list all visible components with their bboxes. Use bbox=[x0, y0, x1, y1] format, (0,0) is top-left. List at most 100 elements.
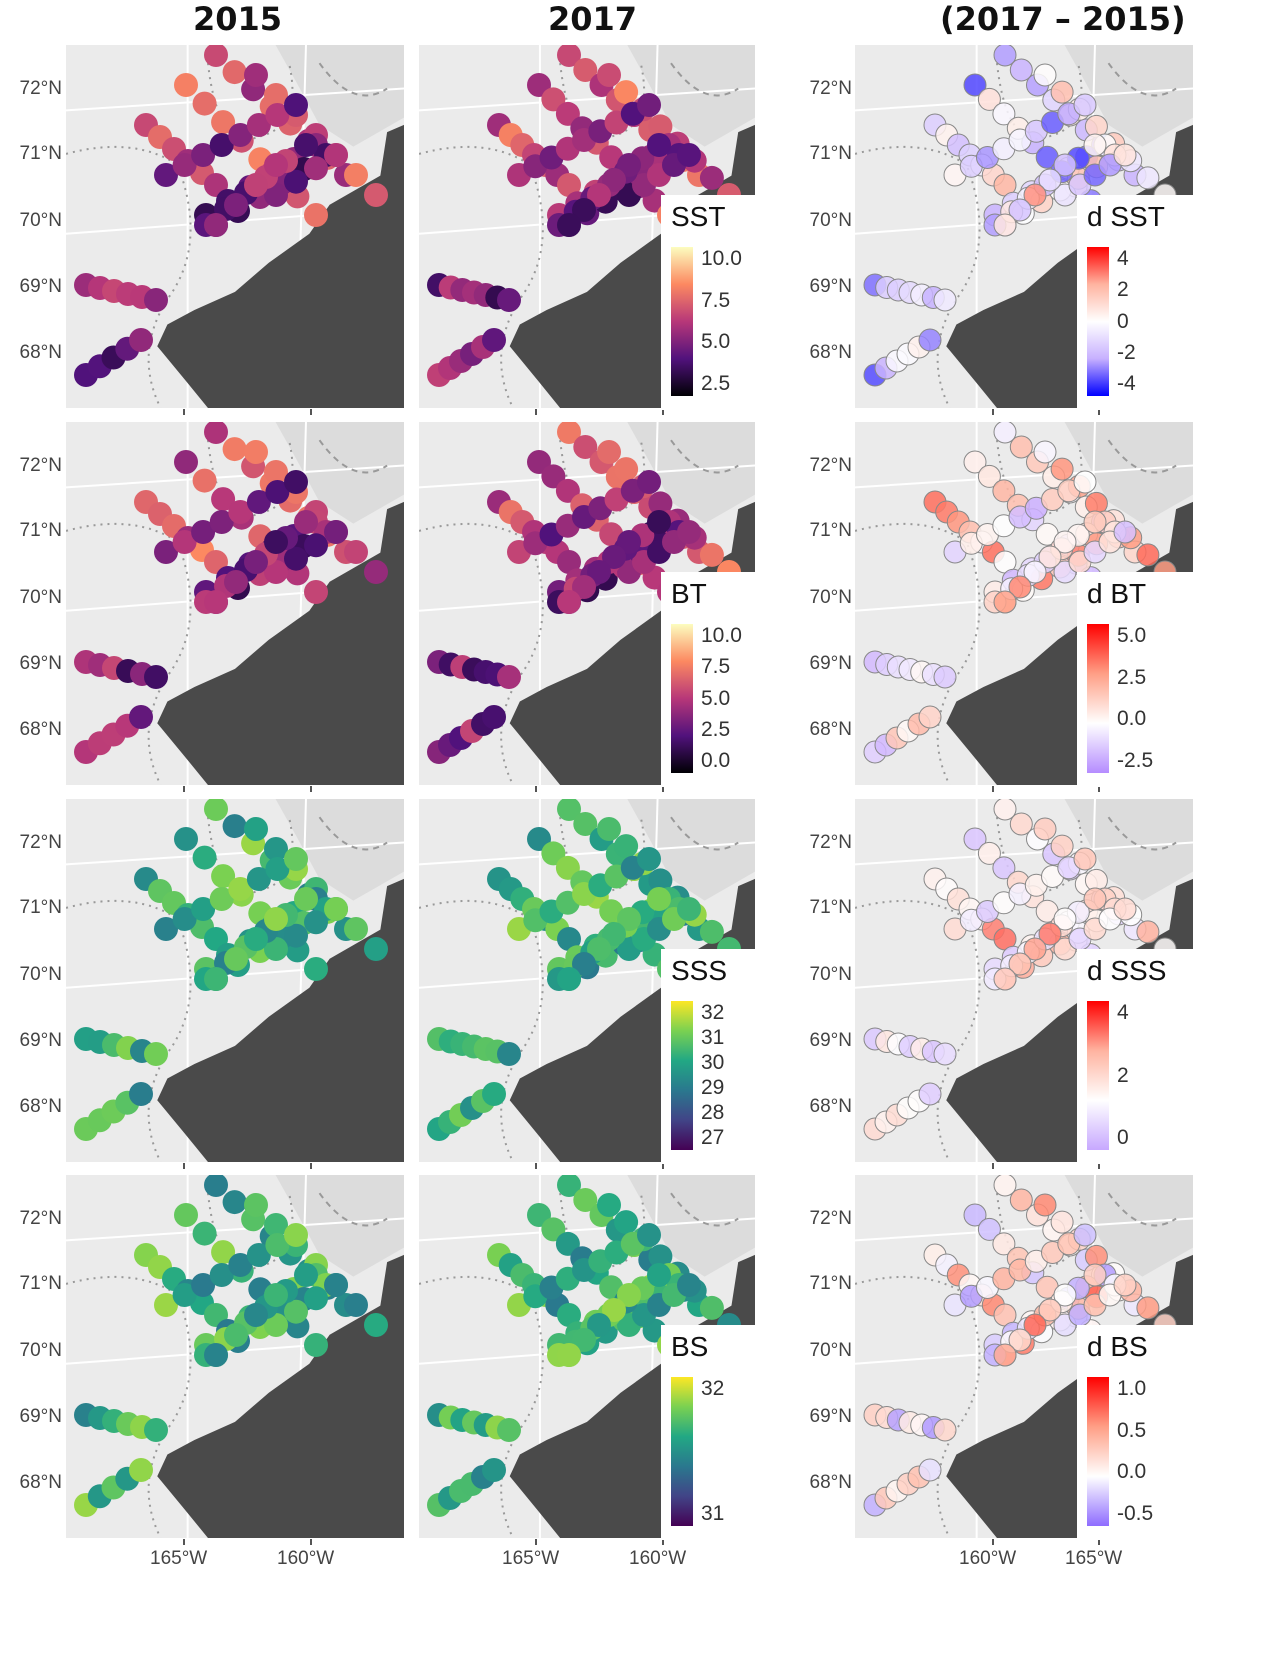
legend-title: d BS bbox=[1087, 1331, 1148, 1362]
station-point bbox=[557, 799, 581, 821]
station-point bbox=[497, 288, 521, 312]
station-point bbox=[211, 1240, 236, 1265]
station-point bbox=[264, 1213, 288, 1237]
map-panel-bs-2015 bbox=[66, 1175, 404, 1538]
station-point bbox=[699, 1295, 724, 1320]
legend-tick-label: 0.5 bbox=[1117, 1418, 1147, 1442]
station-point bbox=[1053, 530, 1077, 554]
station-point bbox=[209, 510, 234, 534]
y-tick-label: 72°N bbox=[19, 1208, 62, 1229]
legend-title: d SSS bbox=[1087, 955, 1167, 986]
legend-tick-label: 7.5 bbox=[701, 288, 731, 312]
legend-tick-label: 10.0 bbox=[701, 246, 742, 270]
station-point bbox=[192, 1221, 217, 1246]
station-point bbox=[294, 887, 318, 911]
station-point bbox=[617, 907, 641, 931]
y-tick-label: 71°N bbox=[19, 1273, 62, 1294]
station-point bbox=[497, 665, 521, 689]
y-tick-label: 68°N bbox=[809, 719, 852, 740]
x-tick-mark bbox=[183, 1163, 185, 1169]
station-point bbox=[284, 1223, 308, 1247]
y-tick-label: 69°N bbox=[809, 653, 852, 674]
station-point bbox=[1053, 907, 1077, 931]
station-point bbox=[284, 470, 308, 494]
station-point bbox=[963, 73, 987, 97]
station-point bbox=[993, 799, 1017, 821]
legend-tick-label: 5.0 bbox=[1117, 623, 1147, 647]
legend-tick-label: 28 bbox=[701, 1101, 725, 1125]
y-tick-label: 69°N bbox=[809, 276, 852, 297]
station-point bbox=[1113, 897, 1137, 921]
station-point bbox=[204, 422, 228, 444]
station-point bbox=[647, 133, 671, 157]
y-tick-label: 70°N bbox=[19, 210, 62, 231]
x-tick-mark bbox=[1098, 1539, 1100, 1545]
station-point bbox=[992, 479, 1016, 503]
legend-title: SSS bbox=[671, 955, 728, 986]
x-tick-mark bbox=[1098, 409, 1100, 415]
legend-colorbar bbox=[671, 247, 693, 396]
station-point bbox=[204, 1343, 228, 1367]
station-point bbox=[557, 1175, 581, 1197]
station-point bbox=[573, 435, 598, 459]
station-point bbox=[228, 123, 253, 147]
legend-tick-label: 32 bbox=[701, 1376, 725, 1400]
x-tick-mark bbox=[310, 1163, 312, 1169]
station-point bbox=[224, 947, 248, 971]
legend-tick-label: 0.0 bbox=[1117, 1460, 1147, 1484]
station-point bbox=[264, 153, 288, 177]
station-point bbox=[192, 468, 217, 493]
station-point bbox=[918, 1458, 942, 1482]
station-point bbox=[344, 917, 368, 941]
x-tick-label: 160°W bbox=[629, 1548, 687, 1569]
station-point bbox=[211, 110, 236, 135]
station-point bbox=[1083, 1263, 1107, 1287]
station-point bbox=[482, 328, 506, 352]
station-point bbox=[482, 1082, 506, 1106]
station-point bbox=[191, 897, 216, 921]
station-point bbox=[304, 910, 328, 935]
station-point bbox=[597, 63, 621, 87]
station-point bbox=[617, 153, 641, 177]
station-point bbox=[294, 510, 318, 534]
station-point bbox=[204, 967, 228, 991]
x-tick-mark bbox=[992, 409, 994, 415]
station-point bbox=[304, 203, 328, 227]
x-tick-mark bbox=[183, 786, 185, 792]
y-tick-label: 70°N bbox=[809, 210, 852, 231]
station-point bbox=[1038, 1298, 1062, 1322]
station-point bbox=[1050, 834, 1074, 858]
y-tick-label: 70°N bbox=[809, 587, 852, 608]
station-point bbox=[963, 827, 987, 851]
station-point bbox=[172, 907, 197, 931]
station-point bbox=[304, 1286, 328, 1311]
station-point bbox=[647, 510, 671, 534]
y-tick-label: 68°N bbox=[809, 1472, 852, 1493]
station-point bbox=[174, 73, 198, 97]
station-point bbox=[647, 1263, 671, 1287]
legend-tick-label: 2.5 bbox=[1117, 665, 1147, 689]
legend-tick-label: -0.5 bbox=[1117, 1502, 1154, 1526]
legend-tick-label: 4 bbox=[1117, 1000, 1129, 1024]
station-point bbox=[614, 834, 639, 859]
station-point bbox=[617, 530, 641, 554]
station-point bbox=[1038, 168, 1062, 192]
y-tick-label: 72°N bbox=[809, 78, 852, 99]
station-point bbox=[1008, 575, 1032, 599]
station-point bbox=[573, 58, 598, 82]
station-point bbox=[246, 867, 271, 891]
station-point bbox=[933, 1042, 957, 1066]
y-tick-label: 72°N bbox=[809, 832, 852, 853]
station-point bbox=[1073, 93, 1097, 117]
station-point bbox=[129, 1458, 153, 1482]
y-tick-label: 72°N bbox=[809, 1208, 852, 1229]
y-tick-label: 69°N bbox=[19, 276, 62, 297]
station-point bbox=[557, 967, 581, 991]
station-point bbox=[1136, 920, 1160, 944]
station-point bbox=[284, 1299, 308, 1324]
station-point bbox=[557, 590, 581, 614]
colorbar-legend: BT 10.0 7.5 5.0 2.5 0.0 bbox=[661, 572, 755, 787]
station-point bbox=[1033, 440, 1057, 464]
legend-tick-label: 2 bbox=[1117, 1063, 1129, 1087]
legend-tick-label: 0 bbox=[1117, 309, 1129, 333]
